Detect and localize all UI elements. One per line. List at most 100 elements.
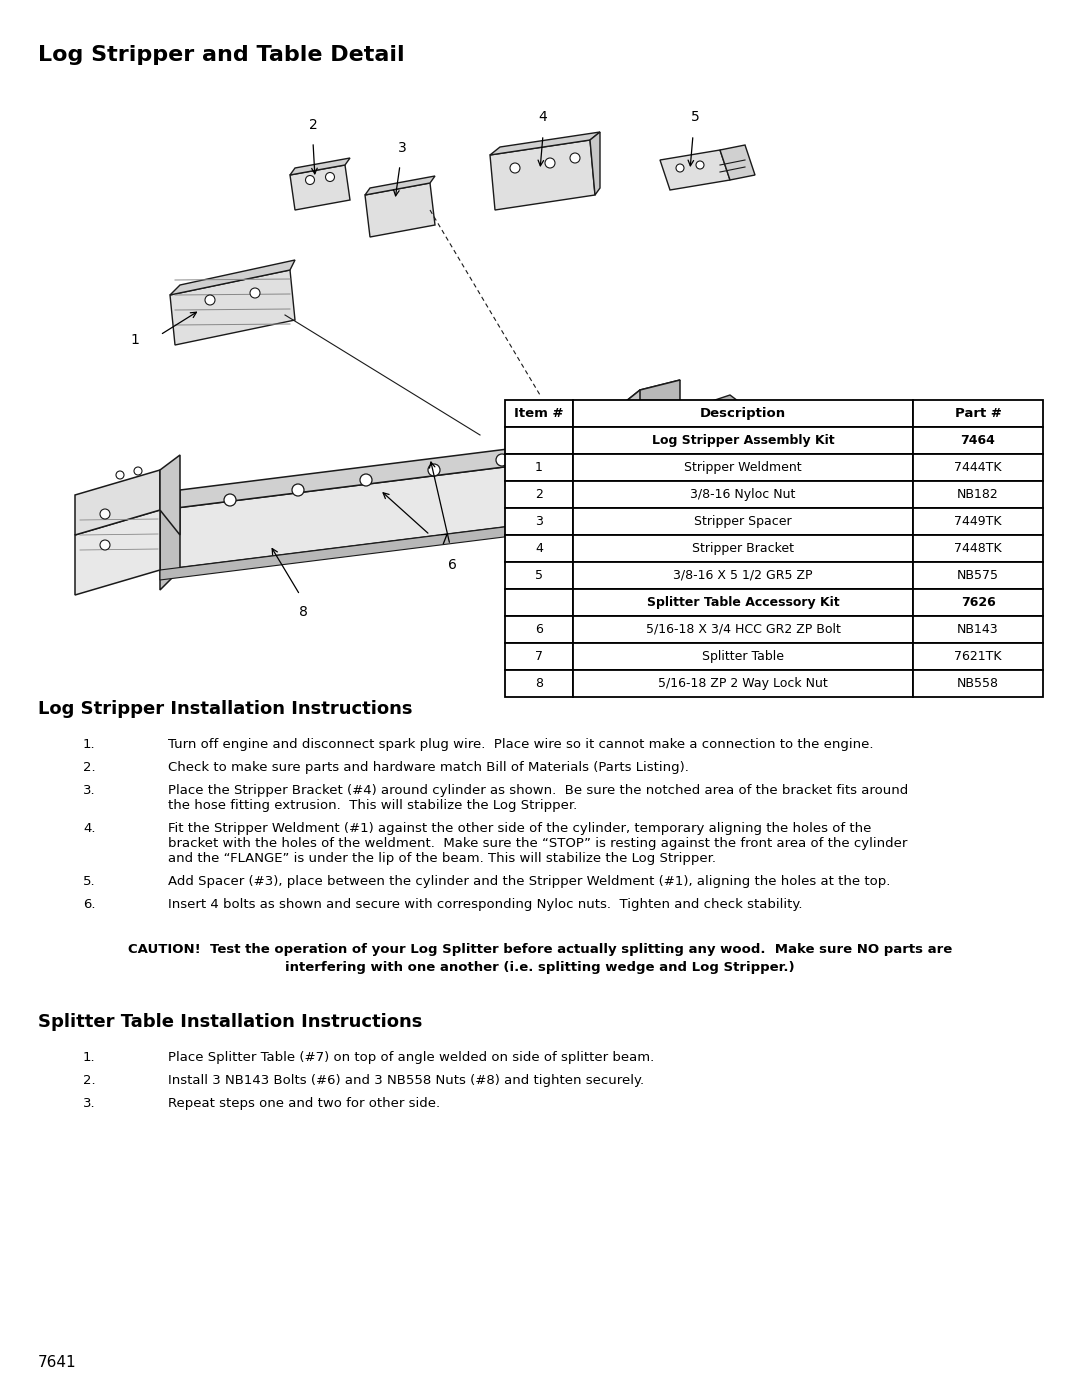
Text: Fit the Stripper Weldment (#1) against the other side of the cylinder, temporary: Fit the Stripper Weldment (#1) against t…	[168, 821, 872, 835]
Text: 7641: 7641	[38, 1355, 77, 1370]
Circle shape	[676, 163, 684, 172]
Polygon shape	[365, 176, 435, 196]
Circle shape	[545, 158, 555, 168]
Text: 7: 7	[535, 650, 543, 664]
Text: the hose fitting extrusion.  This will stabilize the Log Stripper.: the hose fitting extrusion. This will st…	[168, 799, 577, 812]
Bar	[573, 590, 913, 616]
Circle shape	[134, 467, 141, 475]
Circle shape	[496, 454, 508, 467]
Bar	[505, 643, 573, 671]
Bar	[505, 481, 573, 509]
Text: 7621TK: 7621TK	[955, 650, 1002, 664]
Bar	[913, 454, 1043, 481]
Text: NB143: NB143	[957, 623, 999, 636]
Bar	[913, 400, 1043, 427]
Bar	[505, 671, 573, 697]
Text: 7: 7	[440, 534, 449, 548]
Polygon shape	[75, 510, 160, 595]
Bar	[573, 643, 913, 671]
Text: interfering with one another (i.e. splitting wedge and Log Stripper.): interfering with one another (i.e. split…	[285, 961, 795, 974]
Text: Insert 4 bolts as shown and secure with corresponding Nyloc nuts.  Tighten and c: Insert 4 bolts as shown and secure with …	[168, 898, 802, 911]
Text: Description: Description	[700, 407, 786, 420]
Text: NB182: NB182	[957, 488, 999, 502]
Polygon shape	[490, 131, 600, 155]
Text: Log Stripper Installation Instructions: Log Stripper Installation Instructions	[38, 700, 413, 718]
Polygon shape	[490, 140, 595, 210]
Text: 3.: 3.	[83, 1097, 96, 1111]
Circle shape	[205, 295, 215, 305]
Text: Splitter Table Accessory Kit: Splitter Table Accessory Kit	[647, 597, 839, 609]
Text: Check to make sure parts and hardware match Bill of Materials (Parts Listing).: Check to make sure parts and hardware ma…	[168, 761, 689, 774]
Polygon shape	[291, 158, 350, 175]
Polygon shape	[700, 395, 750, 420]
Bar	[913, 535, 1043, 562]
Bar	[913, 427, 1043, 454]
Bar	[573, 427, 913, 454]
Polygon shape	[590, 380, 680, 430]
Polygon shape	[590, 440, 680, 490]
Text: 5: 5	[535, 569, 543, 583]
Text: 5/16-18 ZP 2 Way Lock Nut: 5/16-18 ZP 2 Way Lock Nut	[658, 678, 828, 690]
Text: 2: 2	[309, 117, 318, 131]
Text: 1: 1	[131, 332, 139, 346]
Text: Add Spacer (#3), place between the cylinder and the Stripper Weldment (#1), alig: Add Spacer (#3), place between the cylin…	[168, 875, 890, 888]
Bar	[913, 481, 1043, 509]
Circle shape	[360, 474, 372, 486]
Polygon shape	[365, 183, 435, 237]
Bar	[505, 427, 573, 454]
Polygon shape	[75, 469, 160, 535]
Text: 8: 8	[298, 605, 308, 619]
Polygon shape	[650, 405, 720, 475]
Text: 7448TK: 7448TK	[955, 542, 1002, 555]
Circle shape	[510, 163, 519, 173]
Circle shape	[428, 464, 440, 476]
Circle shape	[100, 509, 110, 520]
Text: CAUTION!  Test the operation of your Log Splitter before actually splitting any : CAUTION! Test the operation of your Log …	[127, 943, 953, 956]
Text: Place Splitter Table (#7) on top of angle welded on side of splitter beam.: Place Splitter Table (#7) on top of angl…	[168, 1051, 654, 1065]
Text: 3.: 3.	[83, 784, 96, 798]
Bar	[573, 400, 913, 427]
Bar	[505, 509, 573, 535]
Bar	[573, 562, 913, 590]
Bar	[505, 400, 573, 427]
Text: 3: 3	[535, 515, 543, 528]
Text: Log Stripper and Table Detail: Log Stripper and Table Detail	[38, 45, 405, 66]
Text: 4.: 4.	[83, 821, 95, 835]
Text: 2.: 2.	[83, 761, 96, 774]
Text: 7626: 7626	[960, 597, 996, 609]
Text: 3/8-16 Nyloc Nut: 3/8-16 Nyloc Nut	[690, 488, 796, 502]
Text: 7444TK: 7444TK	[955, 461, 1002, 474]
Polygon shape	[590, 131, 600, 196]
Text: bracket with the holes of the weldment.  Make sure the “STOP” is resting against: bracket with the holes of the weldment. …	[168, 837, 907, 849]
Polygon shape	[160, 455, 180, 535]
Text: Part #: Part #	[955, 407, 1001, 420]
Bar	[913, 616, 1043, 643]
Text: 6: 6	[447, 557, 457, 571]
Circle shape	[686, 436, 694, 444]
Circle shape	[570, 154, 580, 163]
Text: 1.: 1.	[83, 1051, 96, 1065]
Bar	[913, 590, 1043, 616]
Text: 3/8-16 X 5 1/2 GR5 ZP: 3/8-16 X 5 1/2 GR5 ZP	[673, 569, 813, 583]
Text: Splitter Table Installation Instructions: Splitter Table Installation Instructions	[38, 1013, 422, 1031]
Circle shape	[100, 541, 110, 550]
Text: Place the Stripper Bracket (#4) around cylinder as shown.  Be sure the notched a: Place the Stripper Bracket (#4) around c…	[168, 784, 908, 798]
Text: 3: 3	[397, 141, 406, 155]
Bar	[573, 454, 913, 481]
Text: 5: 5	[690, 110, 700, 124]
Circle shape	[292, 483, 303, 496]
Circle shape	[671, 436, 679, 444]
Text: Stripper Weldment: Stripper Weldment	[685, 461, 801, 474]
Text: 5/16-18 X 3/4 HCC GR2 ZP Bolt: 5/16-18 X 3/4 HCC GR2 ZP Bolt	[646, 623, 840, 636]
Circle shape	[656, 436, 664, 444]
Text: Splitter Table: Splitter Table	[702, 650, 784, 664]
Circle shape	[224, 495, 237, 506]
Text: Item #: Item #	[514, 407, 564, 420]
Text: 7464: 7464	[960, 434, 996, 447]
Polygon shape	[160, 450, 640, 570]
Circle shape	[325, 172, 335, 182]
Polygon shape	[170, 260, 295, 295]
Bar	[505, 616, 573, 643]
Bar	[505, 454, 573, 481]
Polygon shape	[160, 510, 640, 580]
